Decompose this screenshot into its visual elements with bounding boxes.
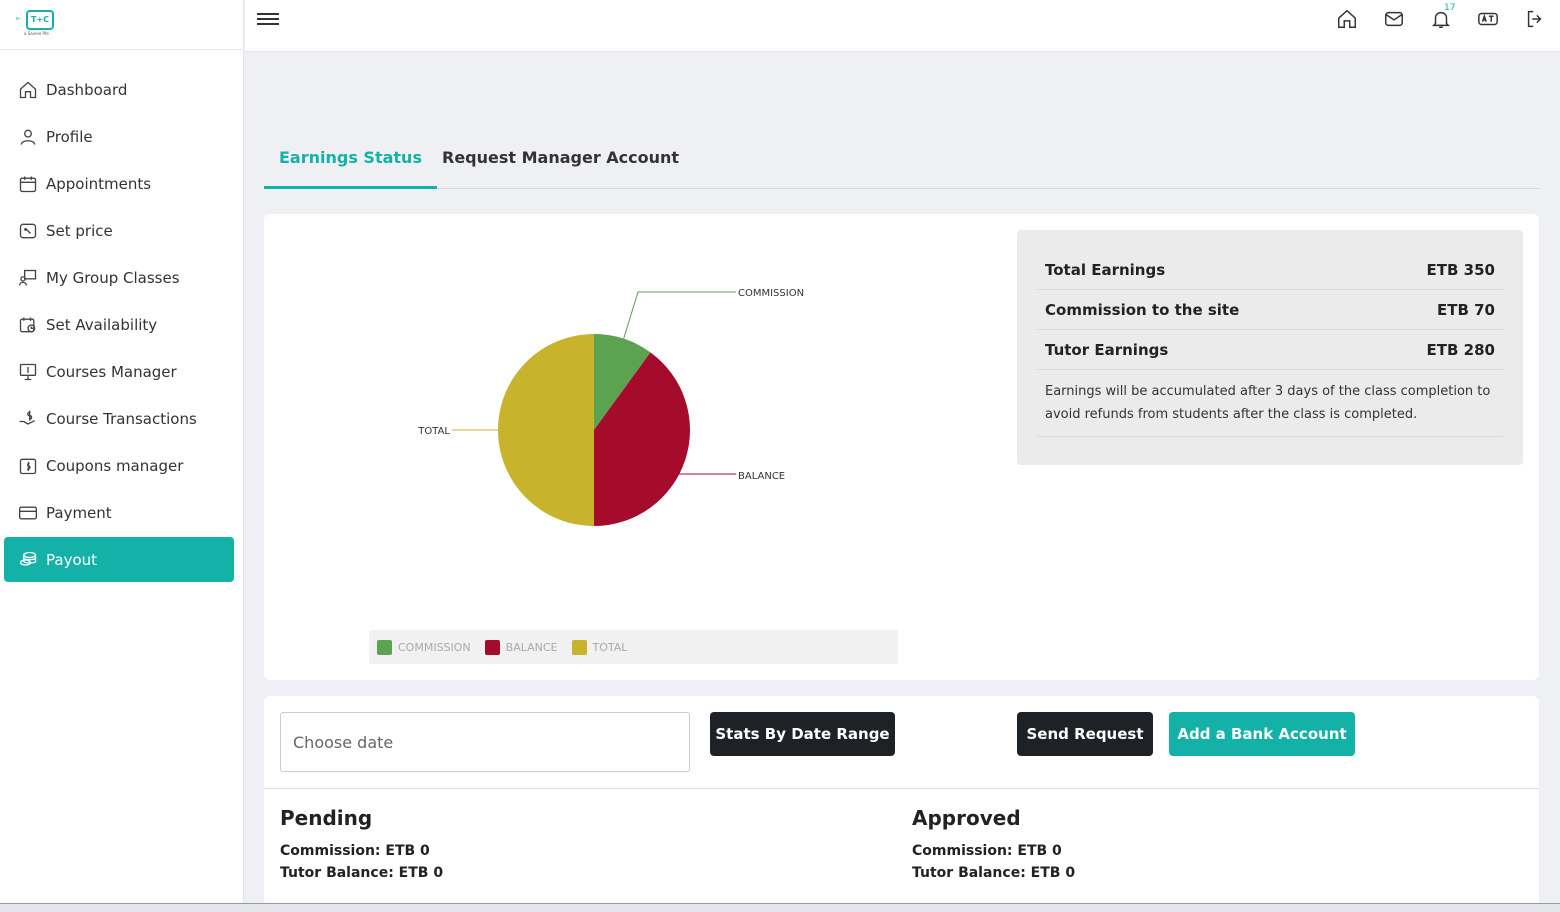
total-earnings-row: Total Earnings ETB 350	[1037, 250, 1503, 290]
sidebar-item-label: Profile	[46, 127, 93, 146]
home-icon[interactable]	[1336, 8, 1360, 32]
calendar-icon	[19, 176, 37, 192]
sidebar-item-label: Payout	[46, 550, 98, 569]
total-earnings-value: ETB 350	[1426, 260, 1495, 279]
sidebar-item-coupons-manager[interactable]: Coupons manager	[4, 443, 234, 488]
sidebar-item-label: Dashboard	[46, 80, 128, 99]
legend-item-total[interactable]: TOTAL	[571, 639, 628, 655]
sidebar-item-label: My Group Classes	[46, 268, 180, 287]
hand-dollar-icon	[19, 410, 35, 425]
pie-label-balance: BALANCE	[738, 471, 785, 482]
approved-section: Approved Commission: ETB 0 Tutor Balance…	[912, 806, 1075, 884]
logo-subtitle: a Sainee Pfe	[24, 31, 49, 36]
date-range-input[interactable]	[280, 712, 690, 772]
logout-icon[interactable]	[1524, 8, 1548, 32]
sidebar-item-payment[interactable]: Payment	[4, 490, 234, 535]
pie-leader-line	[662, 459, 736, 475]
divider	[264, 788, 1539, 789]
tab-earnings-status[interactable]: Earnings Status	[264, 136, 437, 189]
notification-count-badge: 17	[1444, 3, 1456, 13]
total-earnings-label: Total Earnings	[1045, 260, 1166, 279]
sidebar-item-appointments[interactable]: Appointments	[4, 161, 234, 206]
earnings-pie-chart: COMMISSION BALANCE TOTAL	[417, 288, 804, 526]
tab-bar: Earnings Status Request Manager Account	[264, 136, 1539, 189]
sidebar-item-label: Course Transactions	[46, 409, 197, 428]
sidebar-item-label: Payment	[46, 503, 112, 522]
legend-label: COMMISSION	[398, 640, 471, 654]
topbar	[245, 0, 1560, 52]
calendar-clock-icon	[19, 317, 36, 332]
pie-label-commission: COMMISSION	[738, 288, 804, 299]
tutor-earnings-row: Tutor Earnings ETB 280	[1037, 330, 1503, 370]
pending-commission: Commission: ETB 0	[280, 843, 430, 859]
commission-label: Commission to the site	[1045, 300, 1240, 319]
language-icon[interactable]	[1477, 8, 1501, 32]
earnings-note: Earnings will be accumulated after 3 day…	[1037, 370, 1503, 437]
user-icon	[20, 129, 36, 145]
add-bank-account-button[interactable]: Add a Bank Account	[1169, 712, 1355, 756]
payout-controls-card: Stats By Date Range Send Request Add a B…	[264, 696, 1539, 912]
tutor-earnings-value: ETB 280	[1426, 340, 1495, 359]
send-request-button[interactable]: Send Request	[1017, 712, 1153, 756]
legend-label: TOTAL	[592, 640, 628, 654]
approved-tutor-balance: Tutor Balance: ETB 0	[912, 865, 1076, 881]
mail-icon[interactable]	[1383, 8, 1407, 32]
sidebar-item-courses-manager[interactable]: Courses Manager	[4, 349, 234, 394]
earnings-card: COMMISSION BALANCE TOTAL COMMISSION BALANCE…	[264, 214, 1539, 680]
tab-request-manager-account[interactable]: Request Manager Account	[442, 148, 680, 167]
bottom-edge	[0, 903, 1560, 912]
sidebar-item-label: Set Availability	[46, 315, 158, 334]
tutor-earnings-label: Tutor Earnings	[1045, 340, 1169, 359]
sidebar-item-course-transactions[interactable]: Course Transactions	[4, 396, 234, 441]
logo-prefix: e-	[16, 16, 21, 22]
chart-legend: COMMISSION BALANCE TOTAL	[369, 630, 898, 664]
sidebar-item-group-classes[interactable]: My Group Classes	[4, 255, 234, 300]
price-tag-icon	[19, 223, 37, 238]
group-class-icon	[19, 269, 37, 286]
pending-section: Pending Commission: ETB 0 Tutor Balance:…	[280, 806, 443, 884]
sidebar: e- T+C a Sainee Pfe Dashboard Profile Ap…	[0, 0, 244, 912]
legend-item-commission[interactable]: COMMISSION	[377, 639, 471, 655]
monitor-book-icon	[19, 363, 37, 380]
sidebar-item-payout[interactable]: Payout	[4, 537, 234, 582]
pie-slice-balance[interactable]	[594, 352, 690, 526]
earnings-summary: Total Earnings ETB 350 Commission to the…	[1017, 230, 1523, 465]
pie-leader-line	[623, 291, 736, 339]
stats-by-date-range-button[interactable]: Stats By Date Range	[710, 712, 895, 756]
pending-tutor-balance: Tutor Balance: ETB 0	[280, 865, 444, 881]
pie-label-total: TOTAL	[417, 426, 450, 437]
approved-commission: Commission: ETB 0	[912, 843, 1062, 859]
bell-icon[interactable]	[1430, 8, 1454, 32]
logo-mark: T+C	[26, 10, 54, 30]
pie-slice-total[interactable]	[498, 334, 594, 526]
menu-toggle-icon[interactable]	[257, 10, 279, 28]
sidebar-item-set-price[interactable]: Set price	[4, 208, 234, 253]
legend-swatch	[484, 639, 500, 655]
coins-icon	[19, 551, 37, 566]
legend-swatch	[377, 639, 392, 655]
sidebar-item-label: Coupons manager	[46, 456, 184, 475]
logo[interactable]: e- T+C a Sainee Pfe	[0, 0, 243, 50]
sidebar-item-dashboard[interactable]: Dashboard	[4, 67, 234, 112]
sidebar-item-label: Set price	[46, 221, 113, 240]
approved-title: Approved	[912, 806, 1021, 830]
commission-row: Commission to the site ETB 70	[1037, 290, 1503, 330]
pie-slice-commission[interactable]	[594, 334, 651, 430]
credit-card-icon	[19, 506, 37, 519]
sidebar-item-label: Courses Manager	[46, 362, 177, 381]
sidebar-item-label: Appointments	[46, 174, 152, 193]
sidebar-item-set-availability[interactable]: Set Availability	[4, 302, 234, 347]
legend-item-balance[interactable]: BALANCE	[484, 639, 558, 655]
legend-label: BALANCE	[505, 640, 558, 654]
home-icon	[19, 81, 37, 98]
coupon-icon	[19, 458, 37, 474]
legend-swatch	[571, 639, 587, 655]
commission-value: ETB 70	[1436, 300, 1495, 319]
sidebar-item-profile[interactable]: Profile	[4, 114, 234, 159]
pending-title: Pending	[280, 806, 373, 830]
